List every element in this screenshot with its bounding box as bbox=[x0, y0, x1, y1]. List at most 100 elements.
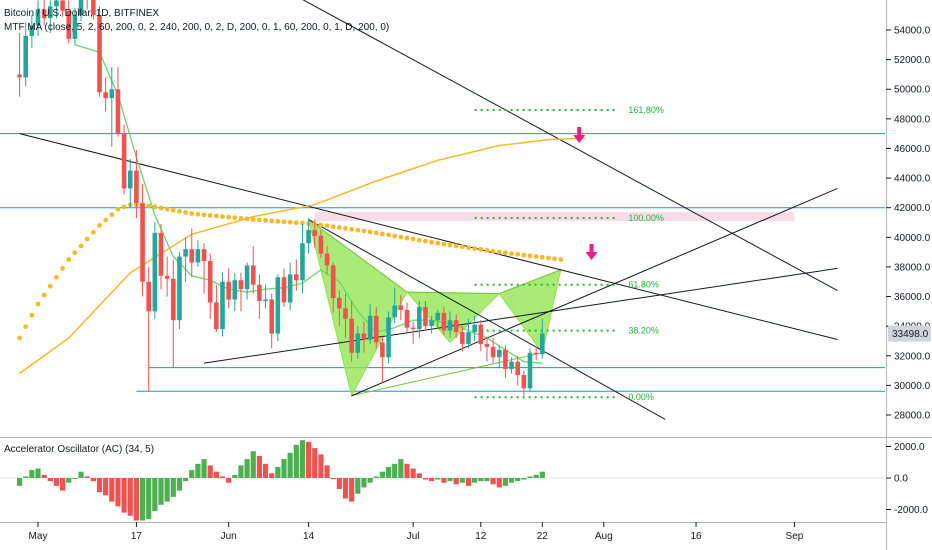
ma-dot bbox=[386, 232, 391, 238]
candle-body bbox=[54, 0, 59, 7]
osc-bar bbox=[96, 478, 103, 493]
osc-bar bbox=[521, 478, 527, 480]
osc-bar bbox=[508, 478, 515, 483]
ma-dot bbox=[435, 240, 441, 246]
candle-body bbox=[152, 232, 158, 312]
candle-body bbox=[177, 256, 182, 321]
candle-body bbox=[29, 25, 35, 36]
price-axis[interactable]: 54000.0 52000.0 50000.0 48000.0 46000.0 44000… bbox=[886, 26, 931, 422]
ma-dot bbox=[392, 233, 398, 239]
candle-body bbox=[435, 312, 441, 321]
ma-dot bbox=[416, 237, 422, 243]
ma-dot bbox=[484, 247, 490, 253]
ma-dot bbox=[441, 241, 447, 247]
candle-body bbox=[189, 249, 195, 263]
candle-body bbox=[503, 349, 508, 370]
candle-body bbox=[244, 265, 250, 290]
pattern-edge bbox=[499, 269, 561, 295]
candle-body bbox=[207, 261, 213, 303]
candle-body bbox=[164, 275, 170, 279]
osc-bar bbox=[146, 478, 152, 519]
candle-body bbox=[533, 352, 539, 355]
ma-dot bbox=[343, 226, 348, 231]
osc-bar bbox=[238, 465, 244, 478]
trendline bbox=[351, 187, 838, 397]
ma-dot bbox=[115, 206, 121, 212]
ma-dot bbox=[330, 224, 336, 230]
candle-body bbox=[269, 299, 274, 334]
candle-body bbox=[214, 302, 219, 330]
candle-body bbox=[349, 318, 354, 353]
ma-dot bbox=[97, 223, 102, 228]
osc-bar bbox=[232, 474, 238, 478]
price-tick-label: 44000.0 bbox=[894, 174, 931, 185]
osc-bar bbox=[299, 440, 306, 478]
ma-dot bbox=[238, 215, 244, 221]
osc-bar bbox=[183, 478, 189, 482]
trendlines bbox=[19, 0, 838, 420]
osc-bar bbox=[47, 478, 53, 482]
candles bbox=[17, 0, 545, 396]
osc-bar bbox=[66, 478, 72, 483]
ma-dot bbox=[398, 234, 404, 240]
candle-body bbox=[97, 15, 102, 93]
ma-dot bbox=[35, 301, 41, 307]
osc-bar bbox=[373, 476, 379, 478]
osc-bar bbox=[109, 478, 115, 502]
candle-body bbox=[361, 333, 367, 340]
fibonacci-levels: 161.80% 100.00% 61.80% 38.20% 0.00% bbox=[474, 105, 664, 402]
ma-dot bbox=[263, 218, 268, 223]
candle-body bbox=[60, 0, 65, 11]
ma-dot bbox=[269, 218, 275, 224]
ma-dot bbox=[515, 251, 521, 257]
ma-dot bbox=[121, 204, 127, 210]
fib-level-label: 161.80% bbox=[628, 105, 664, 115]
ma-dot bbox=[546, 255, 551, 261]
time-tick-label: Sep bbox=[786, 531, 804, 542]
osc-bar bbox=[392, 463, 398, 478]
osc-bar bbox=[250, 451, 256, 478]
candle-body bbox=[330, 265, 336, 299]
osc-bar bbox=[306, 441, 312, 478]
oscillator-axis[interactable]: 2000.0 0.0 -2000.0 bbox=[886, 442, 928, 516]
ma-dot bbox=[54, 274, 59, 280]
current-price-tag bbox=[888, 325, 931, 342]
ma-dot bbox=[410, 236, 416, 242]
candle-body bbox=[41, 9, 47, 19]
ma-dot bbox=[318, 222, 324, 228]
pink-zone bbox=[314, 212, 795, 222]
time-tick-label: May bbox=[29, 531, 48, 542]
price-tick-label: 48000.0 bbox=[894, 114, 931, 125]
osc-bar bbox=[90, 478, 96, 482]
osc-bar bbox=[213, 471, 219, 478]
osc-bar bbox=[256, 455, 262, 478]
ma-dot bbox=[152, 204, 158, 210]
candle-body bbox=[306, 229, 311, 244]
candle-body bbox=[23, 35, 28, 78]
candle-body bbox=[287, 274, 293, 303]
candle-body bbox=[484, 343, 490, 347]
ma-dot bbox=[66, 257, 72, 262]
time-axis[interactable]: May 17 Jun 14 Jul 12 22 Aug 16 Sep bbox=[29, 522, 804, 542]
ma-dot bbox=[287, 219, 293, 225]
ma-dot bbox=[539, 254, 545, 260]
osc-bar bbox=[422, 478, 429, 480]
ma-dot bbox=[527, 253, 533, 259]
ma-dot bbox=[404, 235, 410, 241]
candle-body bbox=[355, 333, 361, 353]
ma-dot bbox=[300, 220, 305, 226]
ma-dot bbox=[478, 247, 484, 252]
ma-dot bbox=[164, 206, 170, 212]
osc-bar bbox=[53, 478, 60, 486]
candle-body bbox=[140, 203, 145, 282]
osc-bar bbox=[435, 478, 441, 480]
time-tick-label: Jul bbox=[407, 531, 420, 542]
ma-dot bbox=[281, 219, 287, 225]
candle-body bbox=[423, 306, 428, 327]
ma-dot bbox=[23, 324, 29, 330]
osc-bar bbox=[379, 471, 385, 478]
candle-body bbox=[66, 10, 72, 39]
osc-bar bbox=[226, 478, 232, 483]
osc-bar bbox=[158, 478, 164, 505]
